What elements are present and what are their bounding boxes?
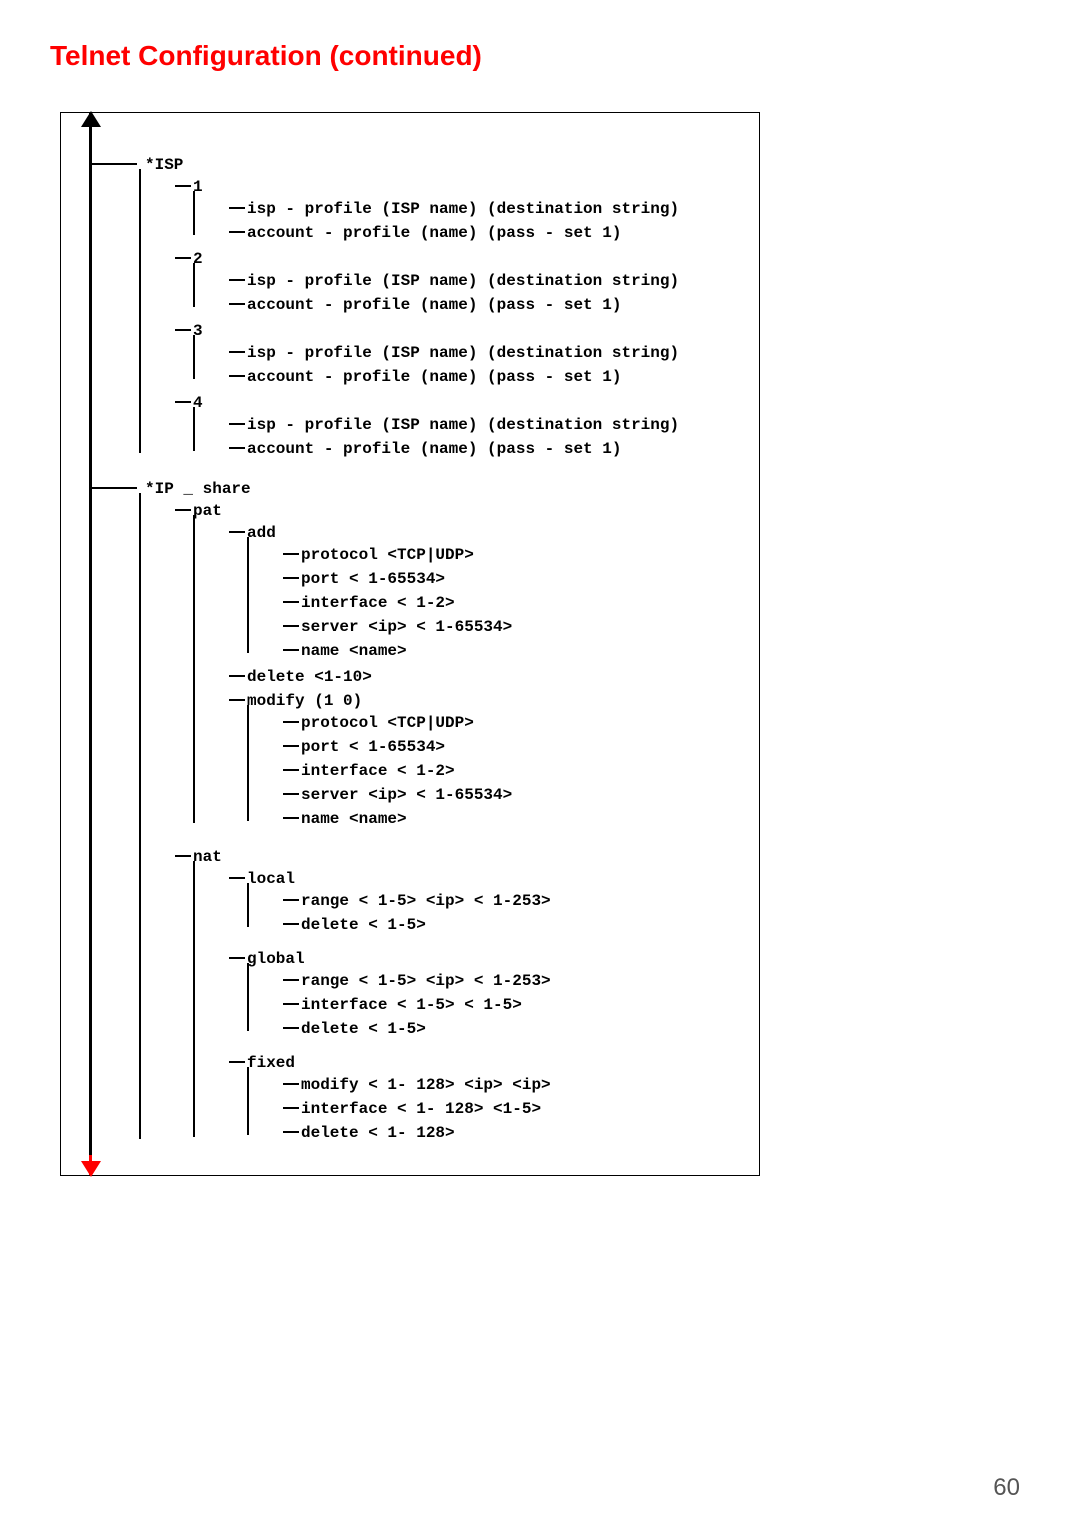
- isp-3-line1: isp - profile (ISP name) (destination st…: [229, 341, 759, 365]
- pat-mod-interface: interface < 1-2>: [283, 759, 759, 783]
- node-pat: pat add protocol <TCP|UDP> port < 1-6553…: [175, 499, 759, 835]
- node-nat-fixed: fixed modify < 1- 128> <ip> <ip> interfa…: [229, 1051, 759, 1147]
- pat-add-port: port < 1-65534>: [283, 567, 759, 591]
- pat-mod-protocol: protocol <TCP|UDP>: [283, 711, 759, 735]
- nat-fixed-interface: interface < 1- 128> <1-5>: [283, 1097, 759, 1121]
- telnet-tree-diagram: *ISP 1 isp - profile (ISP name) (destina…: [60, 112, 760, 1176]
- isp-profile-3: 3 isp - profile (ISP name) (destination …: [175, 319, 759, 391]
- nat-global-interface: interface < 1-5> < 1-5>: [283, 993, 759, 1017]
- pat-mod-name: name <name>: [283, 807, 759, 831]
- node-pat-modify: modify (1 0) protocol <TCP|UDP> port < 1…: [229, 689, 759, 833]
- isp-3-line2: account - profile (name) (pass - set 1): [229, 365, 759, 389]
- node-pat-delete: delete <1-10>: [229, 665, 759, 689]
- arrow-down-icon: [81, 1161, 101, 1177]
- node-nat-local: local range < 1-5> <ip> < 1-253> delete …: [229, 867, 759, 939]
- isp-profile-1: 1 isp - profile (ISP name) (destination …: [175, 175, 759, 247]
- nat-global-delete: delete < 1-5>: [283, 1017, 759, 1041]
- page-number: 60: [993, 1474, 1020, 1502]
- nat-fixed-delete: delete < 1- 128>: [283, 1121, 759, 1145]
- nat-local-range: range < 1-5> <ip> < 1-253>: [283, 889, 759, 913]
- pat-add-server: server <ip> < 1-65534>: [283, 615, 759, 639]
- isp-1-line2: account - profile (name) (pass - set 1): [229, 221, 759, 245]
- isp-2-line1: isp - profile (ISP name) (destination st…: [229, 269, 759, 293]
- nat-local-delete: delete < 1-5>: [283, 913, 759, 937]
- node-nat-global: global range < 1-5> <ip> < 1-253> interf…: [229, 947, 759, 1043]
- isp-profile-2: 2 isp - profile (ISP name) (destination …: [175, 247, 759, 319]
- arrow-up-icon: [81, 111, 101, 127]
- pat-mod-port: port < 1-65534>: [283, 735, 759, 759]
- isp-2-line2: account - profile (name) (pass - set 1): [229, 293, 759, 317]
- pat-add-interface: interface < 1-2>: [283, 591, 759, 615]
- nat-global-range: range < 1-5> <ip> < 1-253>: [283, 969, 759, 993]
- pat-add-name: name <name>: [283, 639, 759, 663]
- node-pat-add: add protocol <TCP|UDP> port < 1-65534> i…: [229, 521, 759, 665]
- isp-profile-4: 4 isp - profile (ISP name) (destination …: [175, 391, 759, 463]
- ip-share-label: *IP _ share: [145, 480, 251, 498]
- node-nat: nat local range < 1-5> <ip> < 1-253> del…: [175, 845, 759, 1149]
- isp-label: *ISP: [145, 156, 183, 174]
- pat-add-protocol: protocol <TCP|UDP>: [283, 543, 759, 567]
- node-ip-share: *IP _ share pat add protocol <TCP|UDP> p…: [121, 477, 759, 1151]
- node-isp: *ISP 1 isp - profile (ISP name) (destina…: [121, 153, 759, 465]
- isp-4-line1: isp - profile (ISP name) (destination st…: [229, 413, 759, 437]
- isp-4-line2: account - profile (name) (pass - set 1): [229, 437, 759, 461]
- page-title: Telnet Configuration (continued): [50, 40, 1030, 72]
- nat-fixed-modify: modify < 1- 128> <ip> <ip>: [283, 1073, 759, 1097]
- isp-1-line1: isp - profile (ISP name) (destination st…: [229, 197, 759, 221]
- pat-mod-server: server <ip> < 1-65534>: [283, 783, 759, 807]
